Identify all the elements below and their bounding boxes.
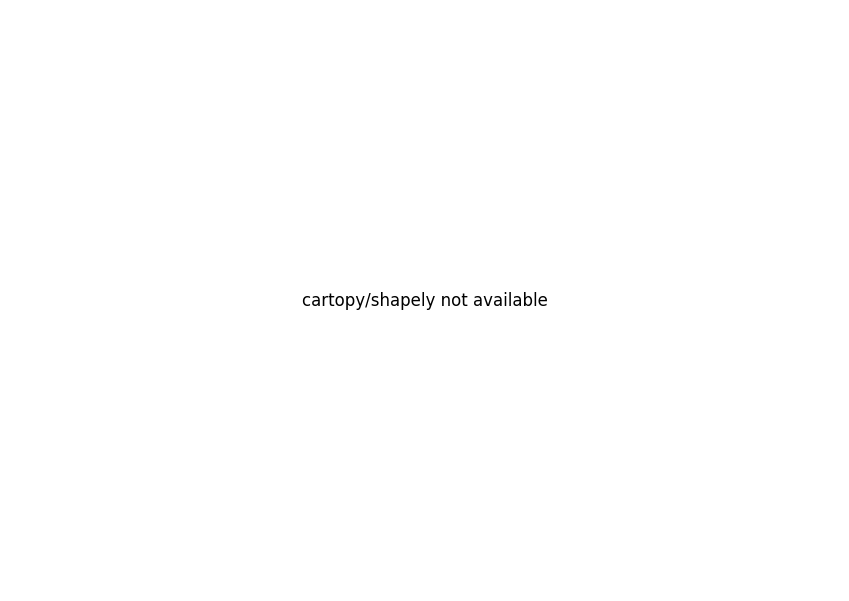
Text: cartopy/shapely not available: cartopy/shapely not available <box>301 291 548 310</box>
